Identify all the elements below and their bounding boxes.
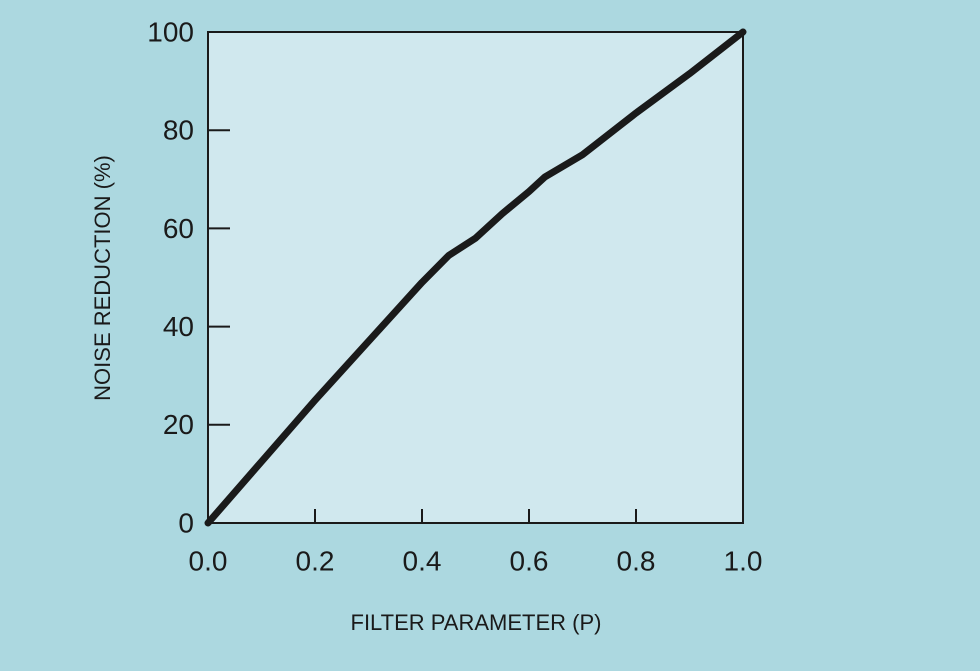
plot-frame <box>207 31 744 524</box>
y-tick-label: 100 <box>147 16 194 47</box>
x-tick-label: 1.0 <box>724 545 763 576</box>
x-tick-label: 0.4 <box>403 545 442 576</box>
y-tick-label: 20 <box>163 409 194 440</box>
y-tick-label: 0 <box>178 507 194 538</box>
y-tick-label: 60 <box>163 213 194 244</box>
x-tick-label: 0.2 <box>296 545 335 576</box>
x-tick-label: 0.6 <box>510 545 549 576</box>
x-tick-label: 0.0 <box>189 545 228 576</box>
y-axis-label: NOISE REDUCTION (%) <box>90 155 115 401</box>
plot-area <box>208 32 743 523</box>
y-tick-label: 80 <box>163 115 194 146</box>
data-line <box>204 28 747 527</box>
y-tick-label: 40 <box>163 311 194 342</box>
x-axis-label: FILTER PARAMETER (P) <box>351 610 602 635</box>
x-tick-label: 0.8 <box>617 545 656 576</box>
